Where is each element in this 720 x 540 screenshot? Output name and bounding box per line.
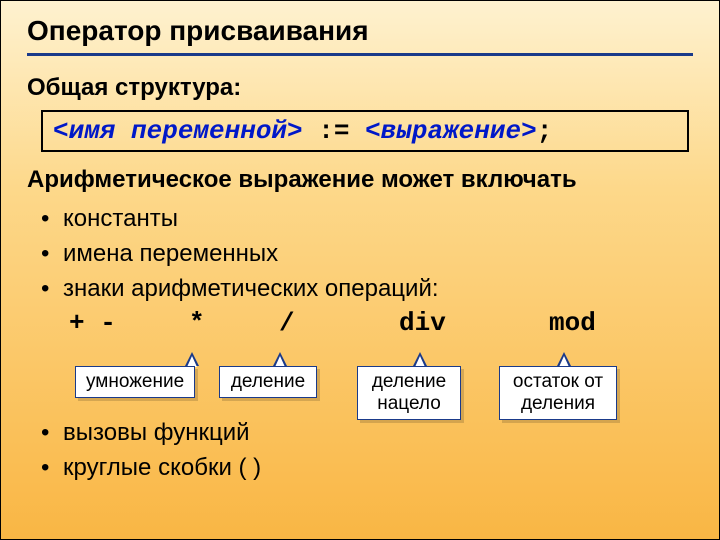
callout-text: деления <box>521 393 595 414</box>
list-item: знаки арифметических операций: <box>63 272 693 307</box>
syntax-semicolon: ; <box>537 116 553 146</box>
syntax-expression: <выражение> <box>365 116 537 146</box>
callout-text: деление <box>231 371 305 392</box>
op-mod: mod <box>549 308 596 338</box>
list-item: константы <box>63 202 693 237</box>
bullet-list-2: вызовы функций круглые скобки ( ) <box>27 416 693 486</box>
list-item: имена переменных <box>63 237 693 272</box>
list-item: вызовы функций <box>63 416 693 451</box>
op-star: * <box>189 308 205 338</box>
callout-text: умножение <box>86 371 184 392</box>
op-plus-minus: + - <box>69 308 116 338</box>
structure-label: Общая структура: <box>27 74 693 102</box>
callout-mod: остаток от деления <box>499 366 617 420</box>
callout-divide: деление <box>219 366 317 398</box>
callout-multiply: умножение <box>75 366 195 398</box>
op-div: div <box>399 308 446 338</box>
op-slash: / <box>279 308 295 338</box>
callout-text: нацело <box>377 393 441 414</box>
syntax-variable: <имя переменной> <box>53 116 303 146</box>
list-item: круглые скобки ( ) <box>63 451 693 486</box>
callout-text: деление <box>372 371 446 392</box>
syntax-assign: := <box>303 116 365 146</box>
callout-text: остаток от <box>513 371 603 392</box>
callout-intdiv: деление нацело <box>357 366 461 420</box>
bullet-list: константы имена переменных знаки арифмет… <box>27 202 693 306</box>
operators-row: + - * / div mod <box>69 308 693 348</box>
syntax-box: <имя переменной> := <выражение>; <box>41 110 689 152</box>
expression-label: Арифметическое выражение может включать <box>27 166 693 194</box>
slide-title: Оператор присваивания <box>27 15 693 56</box>
